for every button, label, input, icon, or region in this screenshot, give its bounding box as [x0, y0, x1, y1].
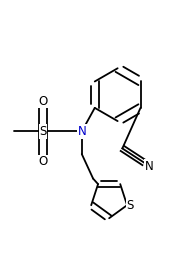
Text: O: O	[39, 155, 48, 168]
Text: O: O	[39, 95, 48, 108]
Text: N: N	[77, 125, 86, 138]
Text: S: S	[126, 199, 134, 212]
Text: N: N	[144, 160, 153, 173]
Text: S: S	[40, 125, 47, 138]
